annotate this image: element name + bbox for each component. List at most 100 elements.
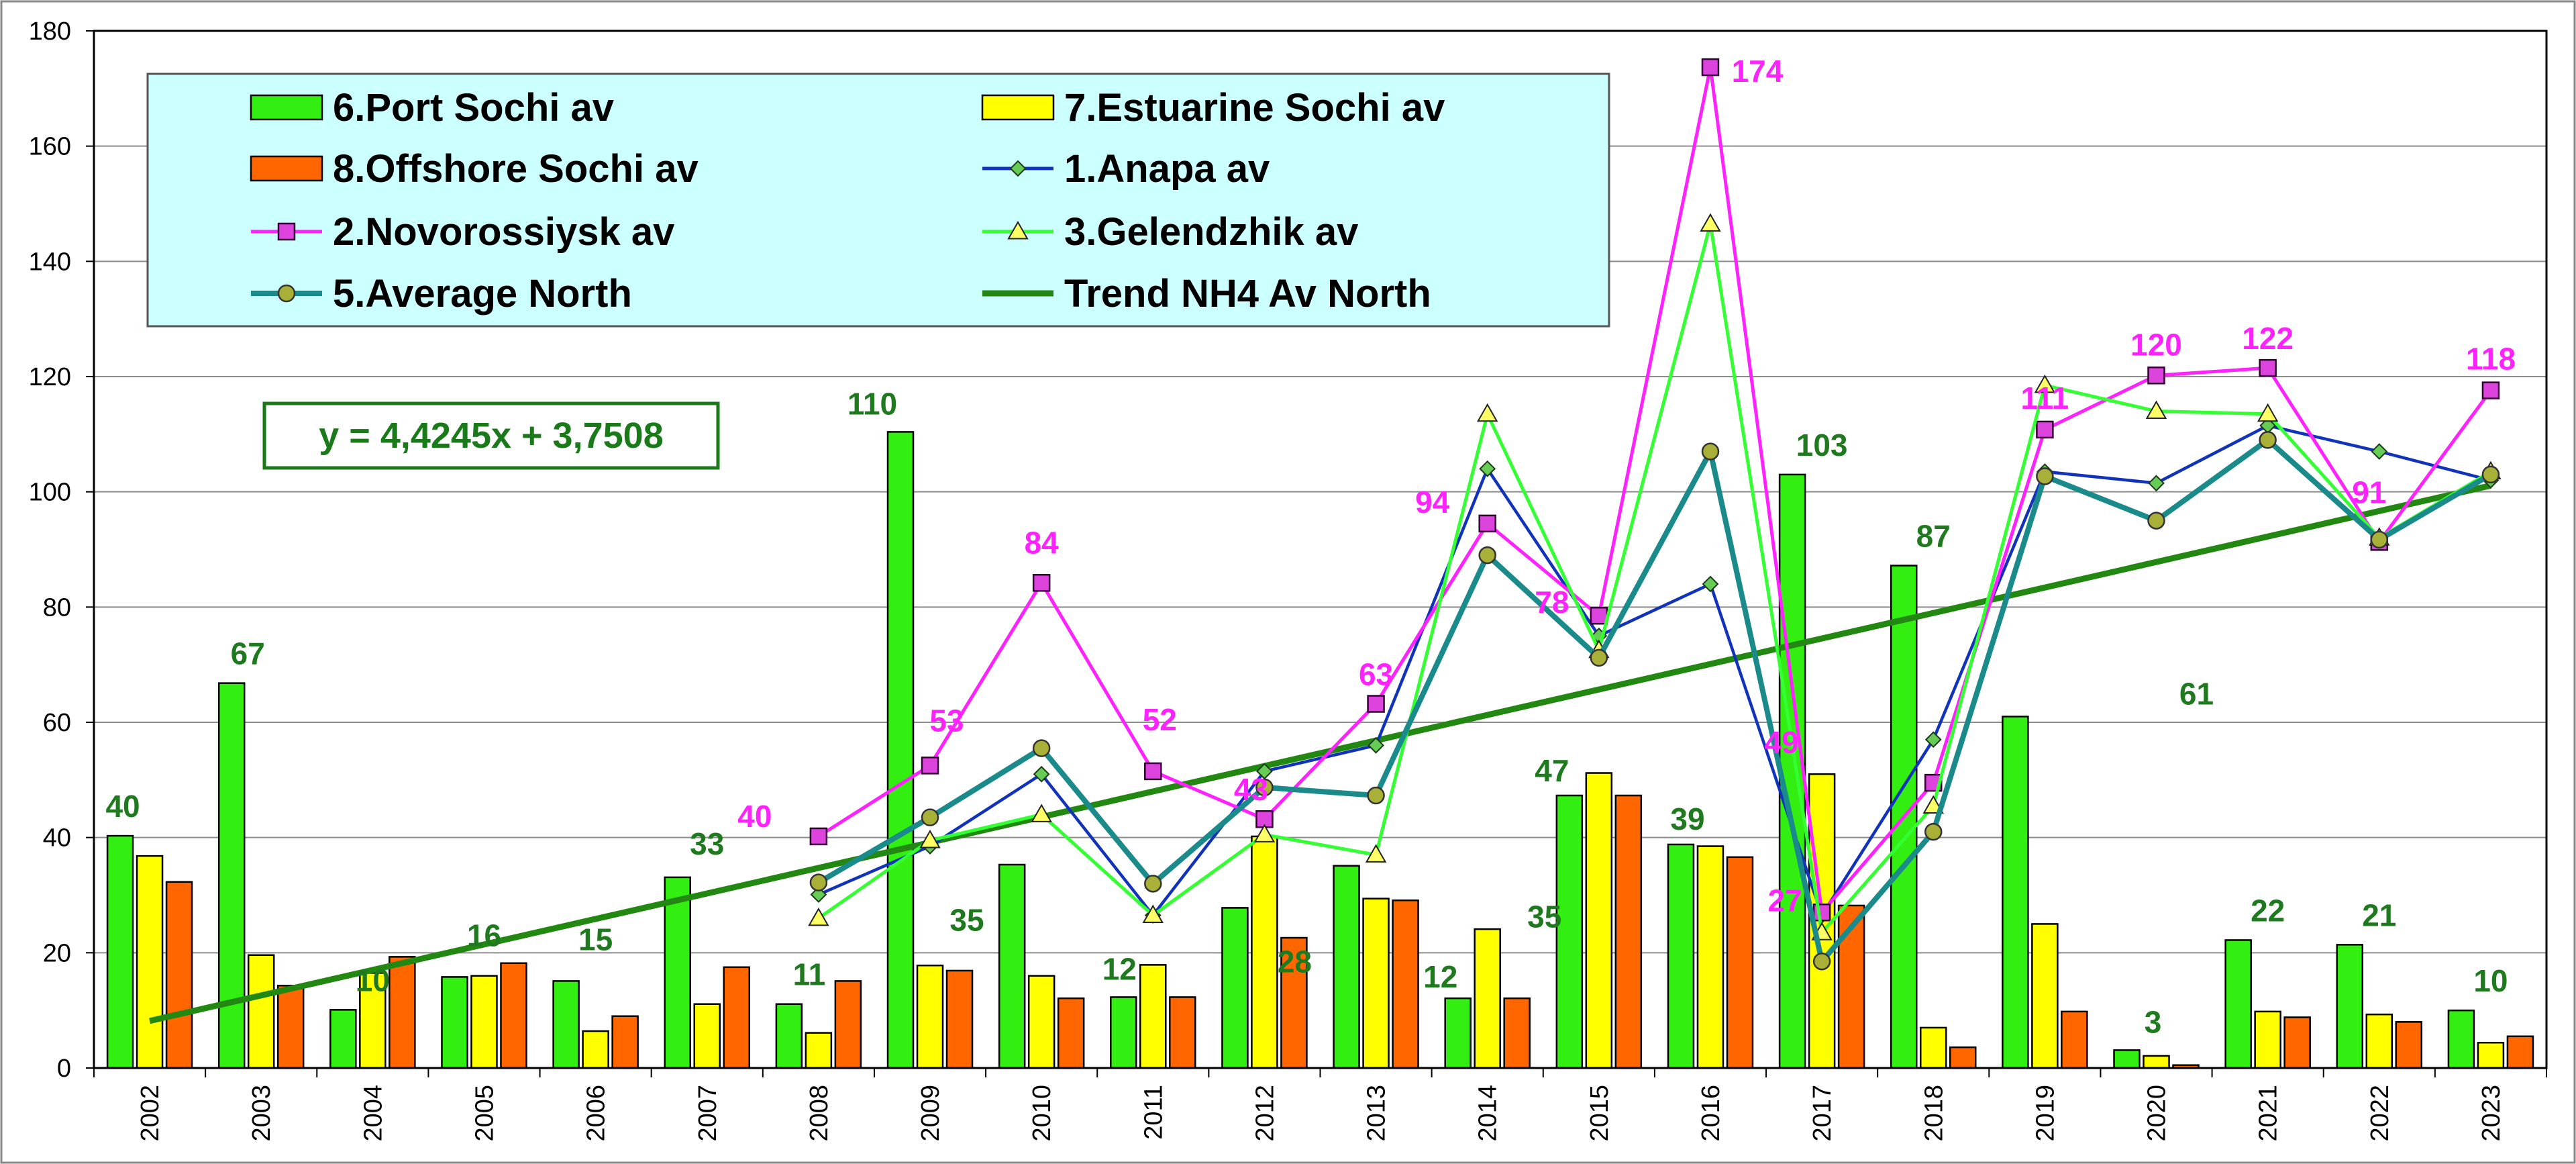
y-tick-label-160: 160 [29, 133, 71, 161]
bar-8-offshore-sochi-av-2023 [2506, 1035, 2534, 1069]
data-label-port-sochi-11: 35 [1527, 900, 1561, 934]
point-5-average-north-2020 [2147, 512, 2165, 530]
x-tick-label-2002: 2002 [136, 1085, 164, 1142]
point-5-average-north-2013 [1367, 786, 1385, 805]
point-2-novorossiysk-av-2013 [1367, 695, 1385, 713]
point-5-average-north-2010 [1032, 739, 1051, 757]
data-label-port-sochi-2: 10 [356, 963, 390, 998]
data-label-novorossiysk-11: 111 [2021, 381, 2069, 416]
legend-label-1-anapa-av: 1.Anapa av [1064, 147, 1270, 191]
data-label-novorossiysk-1: 53 [929, 703, 964, 738]
point-5-average-north-2011 [1144, 875, 1162, 893]
data-label-port-sochi-18: 3 [2145, 1004, 2162, 1039]
bar-6-port-sochi-av-2004 [329, 1009, 357, 1069]
bar-7-estuarine-sochi-av-2016 [1696, 845, 1724, 1069]
y-tick-label-0: 0 [57, 1055, 71, 1083]
point-1-anapa-av-2020 [2148, 475, 2165, 492]
point-3-gelendzhik-av-2012 [1253, 824, 1276, 842]
data-label-novorossiysk-7: 78 [1535, 585, 1569, 620]
legend-label-6-port-sochi-av: 6.Port Sochi av [333, 86, 614, 130]
bar-6-port-sochi-av-2020 [2113, 1049, 2141, 1069]
data-label-port-sochi-3: 16 [467, 918, 501, 953]
bar-7-estuarine-sochi-av-2023 [2477, 1041, 2505, 1069]
bar-7-estuarine-sochi-av-2009 [916, 964, 944, 1069]
y-tick-label-60: 60 [43, 709, 71, 737]
axis-layer: 0 20 40 60 80 100 120 140 160 180 2002 2003 2004 2005… [29, 17, 2548, 1142]
x-tick-label-2018: 2018 [1920, 1085, 1948, 1142]
point-3-gelendzhik-av-2019 [2034, 374, 2056, 393]
data-label-novorossiysk-9: 49 [1765, 725, 1799, 760]
legend-swatch-8-offshore-sochi-av [250, 155, 323, 182]
bar-7-estuarine-sochi-av-2018 [1920, 1026, 1947, 1069]
bar-6-port-sochi-av-2014 [1444, 997, 1472, 1069]
data-label-port-sochi-13: 47 [1535, 753, 1569, 788]
point-5-average-north-2009 [921, 808, 939, 826]
data-label-novorossiysk-0: 40 [737, 799, 772, 834]
bar-6-port-sochi-av-2005 [441, 976, 468, 1069]
x-tick-label-2005: 2005 [470, 1085, 499, 1142]
y-tick-label-180: 180 [29, 17, 71, 46]
line-1-anapa-av [817, 424, 2491, 917]
bar-6-port-sochi-av-2022 [2336, 944, 2364, 1069]
line-2-novorossiysk-av [817, 65, 2492, 914]
bar-8-offshore-sochi-av-2016 [1726, 856, 1754, 1069]
x-tick-label-2021: 2021 [2255, 1085, 2283, 1142]
bar-7-estuarine-sochi-av-2002 [136, 855, 164, 1069]
bar-7-estuarine-sochi-av-2013 [1362, 898, 1390, 1069]
x-tick-label-2014: 2014 [1474, 1085, 1502, 1142]
trend-equation: y = 4,4245x + 3,7508 [319, 416, 663, 456]
x-tick-label-2007: 2007 [694, 1085, 722, 1142]
x-tick-label-2016: 2016 [1697, 1085, 1725, 1142]
bar-7-estuarine-sochi-av-2019 [2031, 923, 2059, 1069]
data-label-port-sochi-19: 22 [2251, 893, 2285, 928]
point-2-novorossiysk-av-2020 [2147, 367, 2165, 385]
point-3-gelendzhik-av-2020 [2145, 400, 2167, 419]
data-label-novorossiysk-4: 43 [1234, 772, 1268, 807]
legend-marker-2-novorossiysk-av [277, 222, 296, 241]
bar-8-offshore-sochi-av-2022 [2395, 1021, 2423, 1069]
data-label-novorossiysk-12: 120 [2130, 327, 2182, 362]
bar-7-estuarine-sochi-av-2010 [1027, 975, 1055, 1069]
point-2-novorossiysk-av-2014 [1478, 514, 1496, 533]
bar-6-port-sochi-av-2017 [1778, 473, 1806, 1069]
data-label-novorossiysk-14: 91 [2352, 475, 2386, 510]
bar-7-estuarine-sochi-av-2008 [805, 1032, 833, 1069]
legend-label-7-estuarine-sochi-av: 7.Estuarine Sochi av [1064, 86, 1445, 130]
bar-7-estuarine-sochi-av-2021 [2254, 1010, 2281, 1069]
bar-7-estuarine-sochi-av-2012 [1251, 835, 1278, 1069]
data-label-novorossiysk-2: 84 [1025, 525, 1060, 560]
y-tick-label-120: 120 [29, 363, 71, 391]
bar-8-offshore-sochi-av-2005 [500, 962, 527, 1069]
bar-8-offshore-sochi-av-2021 [2283, 1016, 2311, 1069]
point-3-gelendzhik-av-2021 [2257, 403, 2279, 422]
bar-8-offshore-sochi-av-2003 [276, 985, 305, 1069]
equation-frame [262, 401, 720, 470]
point-2-novorossiysk-av-2008 [809, 827, 828, 846]
x-tick-label-2023: 2023 [2477, 1085, 2506, 1142]
bar-7-estuarine-sochi-av-2007 [693, 1003, 721, 1069]
bar-7-estuarine-sochi-av-2022 [2365, 1013, 2393, 1069]
point-1-anapa-av-2013 [1368, 736, 1384, 754]
bar-6-port-sochi-av-2003 [217, 682, 246, 1069]
bar-6-port-sochi-av-2016 [1667, 843, 1695, 1069]
legend-label-3-gelendzhik-av: 3.Gelendzhik av [1064, 210, 1358, 254]
data-label-port-sochi-1: 67 [231, 636, 265, 671]
bar-8-offshore-sochi-av-2014 [1503, 997, 1531, 1069]
trend-layer [149, 482, 2491, 1024]
x-tick-label-2012: 2012 [1251, 1085, 1279, 1142]
point-1-anapa-av-2022 [2371, 443, 2388, 460]
data-label-port-sochi-12: 12 [1423, 959, 1457, 994]
point-5-average-north-2015 [1590, 648, 1608, 667]
legend: 6.Port Sochi av 7.Estuarine Sochi av 8.Off… [146, 72, 1610, 328]
point-5-average-north-2014 [1478, 546, 1496, 565]
data-label-port-sochi-20: 21 [2362, 898, 2396, 932]
point-3-gelendzhik-av-2008 [808, 907, 829, 926]
bar-8-offshore-sochi-av-2002 [165, 881, 193, 1069]
bar-7-estuarine-sochi-av-2003 [247, 954, 275, 1069]
bar-6-port-sochi-av-2006 [552, 980, 580, 1069]
x-tick-label-2017: 2017 [1808, 1085, 1837, 1142]
data-label-port-sochi-6: 11 [793, 957, 826, 992]
bar-6-port-sochi-av-2021 [2224, 939, 2252, 1069]
